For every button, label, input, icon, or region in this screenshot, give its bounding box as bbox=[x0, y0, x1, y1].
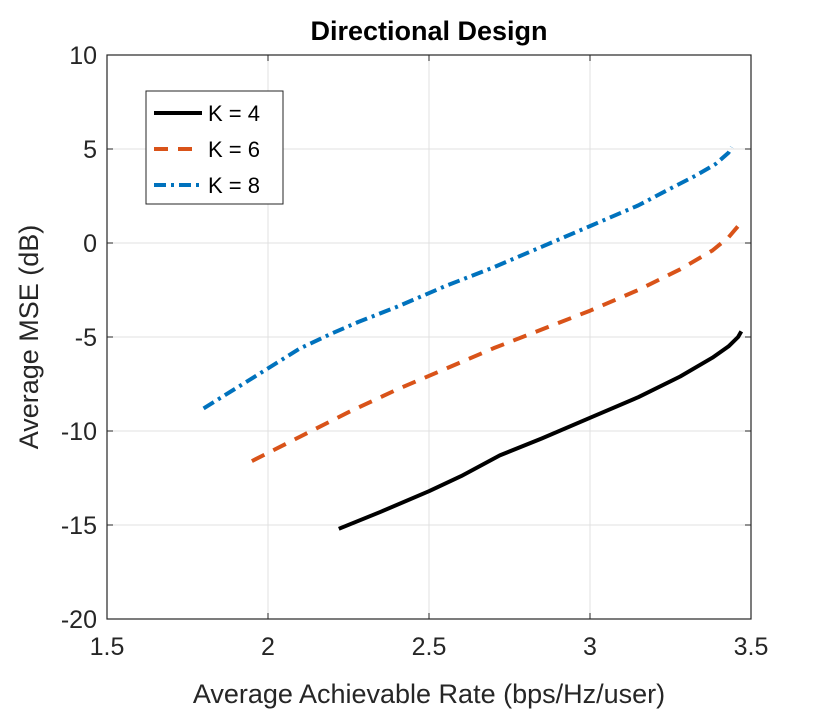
axis-ticks: 1.5 2 2.5 3 3.5 -20 -15 -10 -5 0 5 10 bbox=[61, 42, 769, 661]
chart-title: Directional Design bbox=[310, 16, 547, 46]
y-tick-label: -15 bbox=[61, 512, 97, 540]
legend: K = 4 K = 6 K = 8 bbox=[145, 90, 284, 205]
y-tick-label: 5 bbox=[83, 136, 97, 164]
y-tick-label: -20 bbox=[61, 606, 97, 634]
x-tick-label: 2 bbox=[261, 633, 275, 661]
series-line-1 bbox=[338, 330, 744, 531]
y-axis-label: Average MSE (dB) bbox=[14, 225, 44, 450]
x-axis-label: Average Achievable Rate (bps/Hz/user) bbox=[193, 679, 665, 709]
x-tick-label: 2.5 bbox=[412, 633, 447, 661]
x-tick-label: 1.5 bbox=[90, 633, 125, 661]
legend-label-2: K = 6 bbox=[208, 137, 260, 162]
legend-label-1: K = 4 bbox=[208, 101, 260, 126]
legend-box bbox=[145, 90, 284, 205]
x-tick-label: 3 bbox=[583, 633, 597, 661]
y-tick-label: 10 bbox=[69, 42, 97, 70]
series-line-3 bbox=[202, 146, 734, 411]
y-tick-label: -5 bbox=[75, 324, 97, 352]
y-tick-label: -10 bbox=[61, 418, 97, 446]
series-group bbox=[202, 146, 744, 531]
series-line-2 bbox=[250, 221, 743, 463]
x-tick-label: 3.5 bbox=[734, 633, 769, 661]
y-tick-label: 0 bbox=[83, 230, 97, 258]
legend-label-3: K = 8 bbox=[208, 173, 260, 198]
